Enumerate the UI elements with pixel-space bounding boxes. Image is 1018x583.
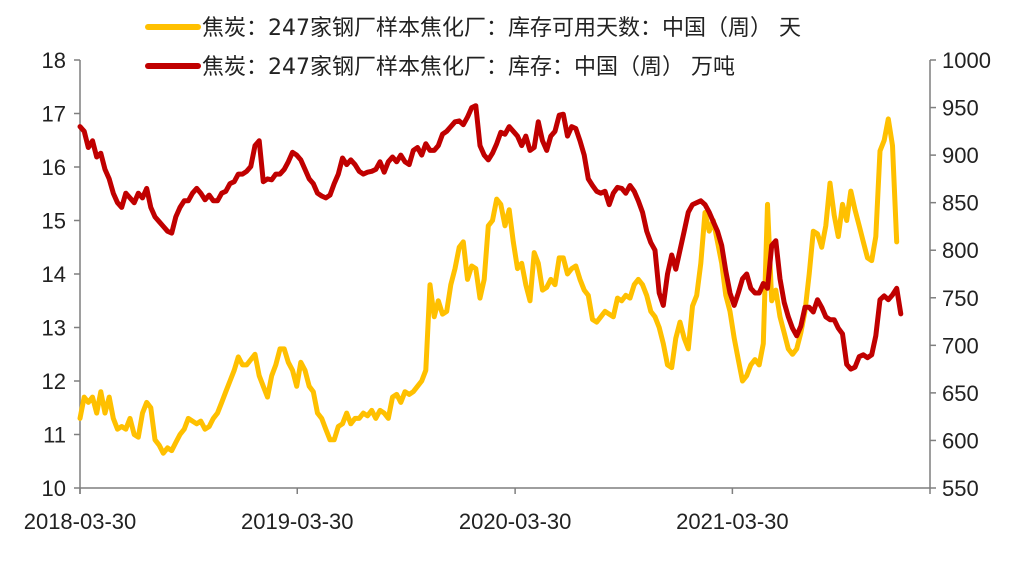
x-axis-ticks: 2018-03-30 2019-03-30 2020-03-30 2021-03-30 — [24, 488, 931, 534]
series-layer — [77, 103, 904, 456]
left-axis-ticks: 10 11 12 13 14 15 16 17 18 — [42, 48, 80, 501]
right-axis-ticks: 550 600 650 700 750 800 850 900 950 1000 — [930, 48, 991, 501]
left-tick-label: 12 — [42, 369, 66, 394]
series-line-inventory — [77, 103, 904, 372]
left-tick-label: 17 — [42, 102, 66, 127]
legend: 焦炭：247家钢厂样本焦化厂：库存可用天数：中国（周） 天 焦炭：247家钢厂样… — [145, 16, 801, 80]
left-tick-label: 11 — [43, 423, 66, 448]
right-tick-label: 750 — [942, 286, 979, 311]
left-tick-label: 16 — [42, 155, 66, 180]
x-tick-label: 2021-03-30 — [676, 509, 789, 534]
left-tick-label: 13 — [42, 316, 66, 341]
right-tick-label: 800 — [942, 238, 979, 263]
left-tick-label: 10 — [42, 476, 66, 501]
right-tick-label: 550 — [942, 476, 979, 501]
right-tick-label: 1000 — [942, 48, 991, 73]
left-tick-label: 18 — [42, 48, 66, 73]
axes — [79, 60, 931, 489]
right-tick-label: 650 — [942, 381, 979, 406]
legend-item-days: 焦炭：247家钢厂样本焦化厂：库存可用天数：中国（周） 天 — [145, 16, 801, 41]
legend-label-inventory: 焦炭：247家钢厂样本焦化厂：库存：中国（周） 万吨 — [202, 55, 735, 80]
right-tick-label: 950 — [942, 96, 979, 121]
x-tick-label: 2020-03-30 — [459, 509, 572, 534]
left-tick-label: 15 — [42, 209, 66, 234]
x-tick-label: 2018-03-30 — [24, 509, 137, 534]
legend-item-inventory: 焦炭：247家钢厂样本焦化厂：库存：中国（周） 万吨 — [145, 55, 735, 80]
right-tick-label: 900 — [942, 143, 979, 168]
right-tick-label: 850 — [942, 191, 979, 216]
legend-label-days: 焦炭：247家钢厂样本焦化厂：库存可用天数：中国（周） 天 — [202, 16, 801, 41]
series-line-days — [77, 116, 900, 456]
right-tick-label: 600 — [942, 428, 979, 453]
right-tick-label: 700 — [942, 333, 979, 358]
x-tick-label: 2019-03-30 — [241, 509, 354, 534]
left-tick-label: 14 — [42, 262, 66, 287]
